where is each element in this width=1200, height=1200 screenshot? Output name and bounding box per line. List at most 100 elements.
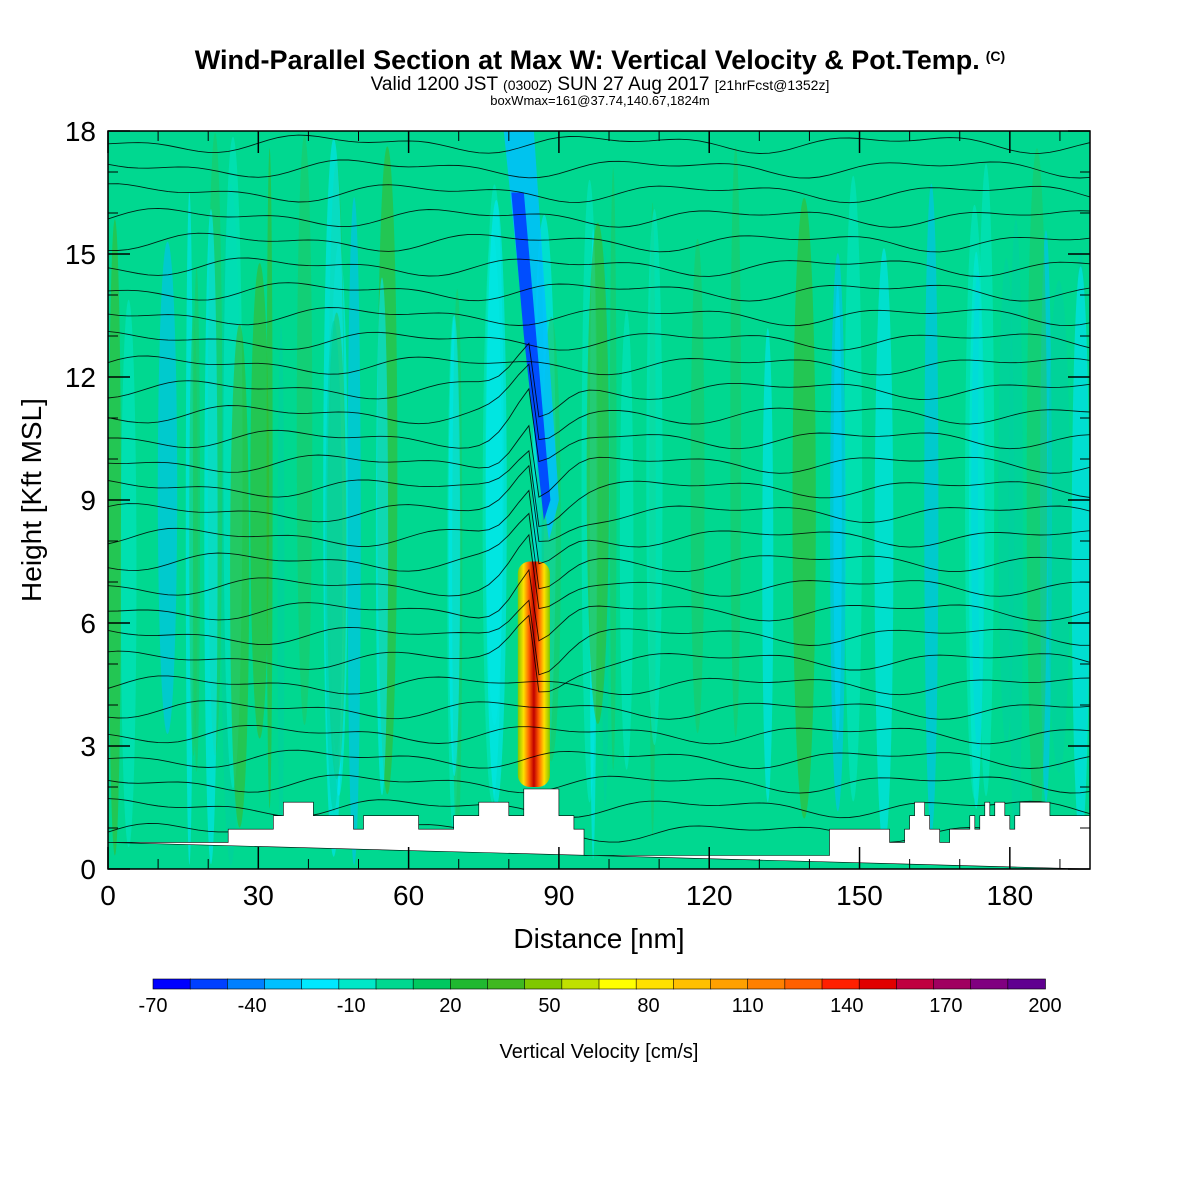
velocity-band — [204, 209, 218, 865]
velocity-band — [844, 175, 863, 802]
velocity-band — [277, 324, 285, 851]
colorbar-swatch — [524, 978, 563, 990]
x-tick-label: 180 — [986, 880, 1033, 911]
x-tick-label: 60 — [393, 880, 424, 911]
velocity-band — [646, 209, 663, 746]
isentrope-line — [108, 599, 1090, 676]
colorbar-swatch — [561, 978, 600, 990]
isentrope-line — [108, 533, 1090, 610]
colorbar-swatch — [635, 978, 675, 990]
colorbar-tick-label: -10 — [337, 995, 366, 1017]
isentrope-line — [108, 798, 1090, 819]
isentrope-line — [108, 110, 1090, 128]
colorbar-swatch — [227, 978, 266, 990]
colorbar-swatch — [673, 978, 712, 990]
chart-title: Wind-Parallel Section at Max W: Vertical… — [194, 45, 1006, 75]
colorbar-tick-label: -70 — [139, 995, 168, 1017]
x-tick-label: 0 — [100, 880, 116, 911]
isentrope-line — [108, 387, 1090, 463]
velocity-band — [1026, 148, 1048, 838]
velocity-band — [792, 197, 816, 819]
isentrope-line — [108, 675, 1090, 696]
colorbar-swatch — [338, 978, 377, 990]
isentrope-line — [108, 449, 1090, 528]
colorbar-swatch — [375, 978, 414, 990]
y-tick-label: 3 — [80, 731, 96, 762]
colorbar-swatch — [747, 978, 786, 990]
velocity-band — [108, 219, 122, 856]
velocity-band — [325, 320, 343, 812]
velocity-band — [586, 222, 610, 724]
velocity-band — [1008, 219, 1023, 857]
isentrope-line — [108, 749, 1090, 769]
x-axis-label: Distance [nm] — [513, 923, 684, 954]
chart-boxwmax: boxWmax=161@37.74,140.67,1824m — [490, 93, 710, 108]
velocity-band — [1047, 280, 1071, 773]
isentrope-line — [108, 342, 1090, 418]
colorbar-swatch — [301, 978, 340, 990]
colorbar-swatch — [264, 978, 303, 990]
isentrope-line — [108, 257, 1090, 277]
colorbar-swatch — [784, 978, 823, 990]
colorbar-swatch — [896, 978, 935, 990]
colorbar-swatch — [821, 978, 860, 990]
velocity-band — [189, 315, 198, 756]
colorbar-swatch — [1007, 978, 1046, 990]
isentrope-line — [108, 512, 1090, 590]
colorbar-tick-label: 80 — [637, 995, 659, 1017]
chart-subtitle: Valid 1200 JST (0300Z) SUN 27 Aug 2017 [… — [370, 74, 830, 95]
colorbar-swatch — [598, 978, 637, 990]
y-tick-label: 12 — [65, 362, 96, 393]
isentrope-line — [108, 307, 1090, 327]
updraft-core — [517, 561, 550, 787]
isentrope-line — [108, 489, 1090, 565]
y-tick-label: 15 — [65, 239, 96, 270]
colorbar-tick-label: 170 — [929, 995, 962, 1017]
y-tick-label: 18 — [65, 116, 96, 147]
isentrope-line — [108, 424, 1090, 498]
x-tick-label: 90 — [543, 880, 574, 911]
velocity-band — [266, 148, 273, 809]
colorbar: -70 -40 -10 20 50 80 110 140 170 200 — [139, 978, 1062, 1017]
y-axis-label: Height [Kft MSL] — [16, 398, 47, 602]
velocity-band — [874, 248, 894, 850]
velocity-band — [730, 146, 742, 737]
plot-area — [108, 110, 1090, 869]
y-tick-label: 6 — [80, 608, 96, 639]
isentrope-line — [108, 183, 1090, 204]
colorbar-swatch — [189, 978, 229, 990]
velocity-band — [347, 197, 361, 865]
colorbar-swatch — [412, 978, 452, 990]
terrain — [108, 788, 1090, 869]
x-tick-label: 120 — [686, 880, 733, 911]
axes: 0 30 60 90 120 150 180 0 3 6 9 12 15 18 — [65, 116, 1090, 911]
x-tick-label: 150 — [836, 880, 883, 911]
isentrope-line — [108, 232, 1090, 253]
x-tick-label: 30 — [243, 880, 274, 911]
isentrope-line — [108, 207, 1090, 228]
isentrope-line — [108, 614, 1090, 693]
isentrope-line — [108, 282, 1090, 302]
velocity-band — [762, 328, 774, 803]
velocity-band — [1071, 266, 1090, 844]
colorbar-tick-label: 50 — [538, 995, 560, 1017]
velocity-band — [120, 299, 137, 848]
colorbar-swatch — [152, 978, 191, 990]
velocity-band — [448, 315, 461, 777]
isentrope-line — [108, 330, 1090, 351]
velocity-band — [230, 323, 250, 828]
colorbar-swatch — [487, 978, 526, 990]
isentrope-line — [108, 134, 1090, 154]
velocity-band — [375, 277, 389, 796]
velocity-band — [296, 135, 313, 726]
colorbar-tick-label: 200 — [1028, 995, 1061, 1017]
colorbar-swatch — [933, 978, 972, 990]
colorbar-swatch — [970, 978, 1009, 990]
velocity-band — [250, 263, 270, 739]
colorbar-tick-label: 110 — [732, 995, 764, 1017]
isentrope-line — [108, 159, 1090, 179]
y-tick-label: 0 — [80, 854, 96, 885]
isentrope-line — [108, 355, 1090, 376]
colorbar-swatch — [710, 978, 749, 990]
colorbar-tick-label: 20 — [439, 995, 461, 1017]
